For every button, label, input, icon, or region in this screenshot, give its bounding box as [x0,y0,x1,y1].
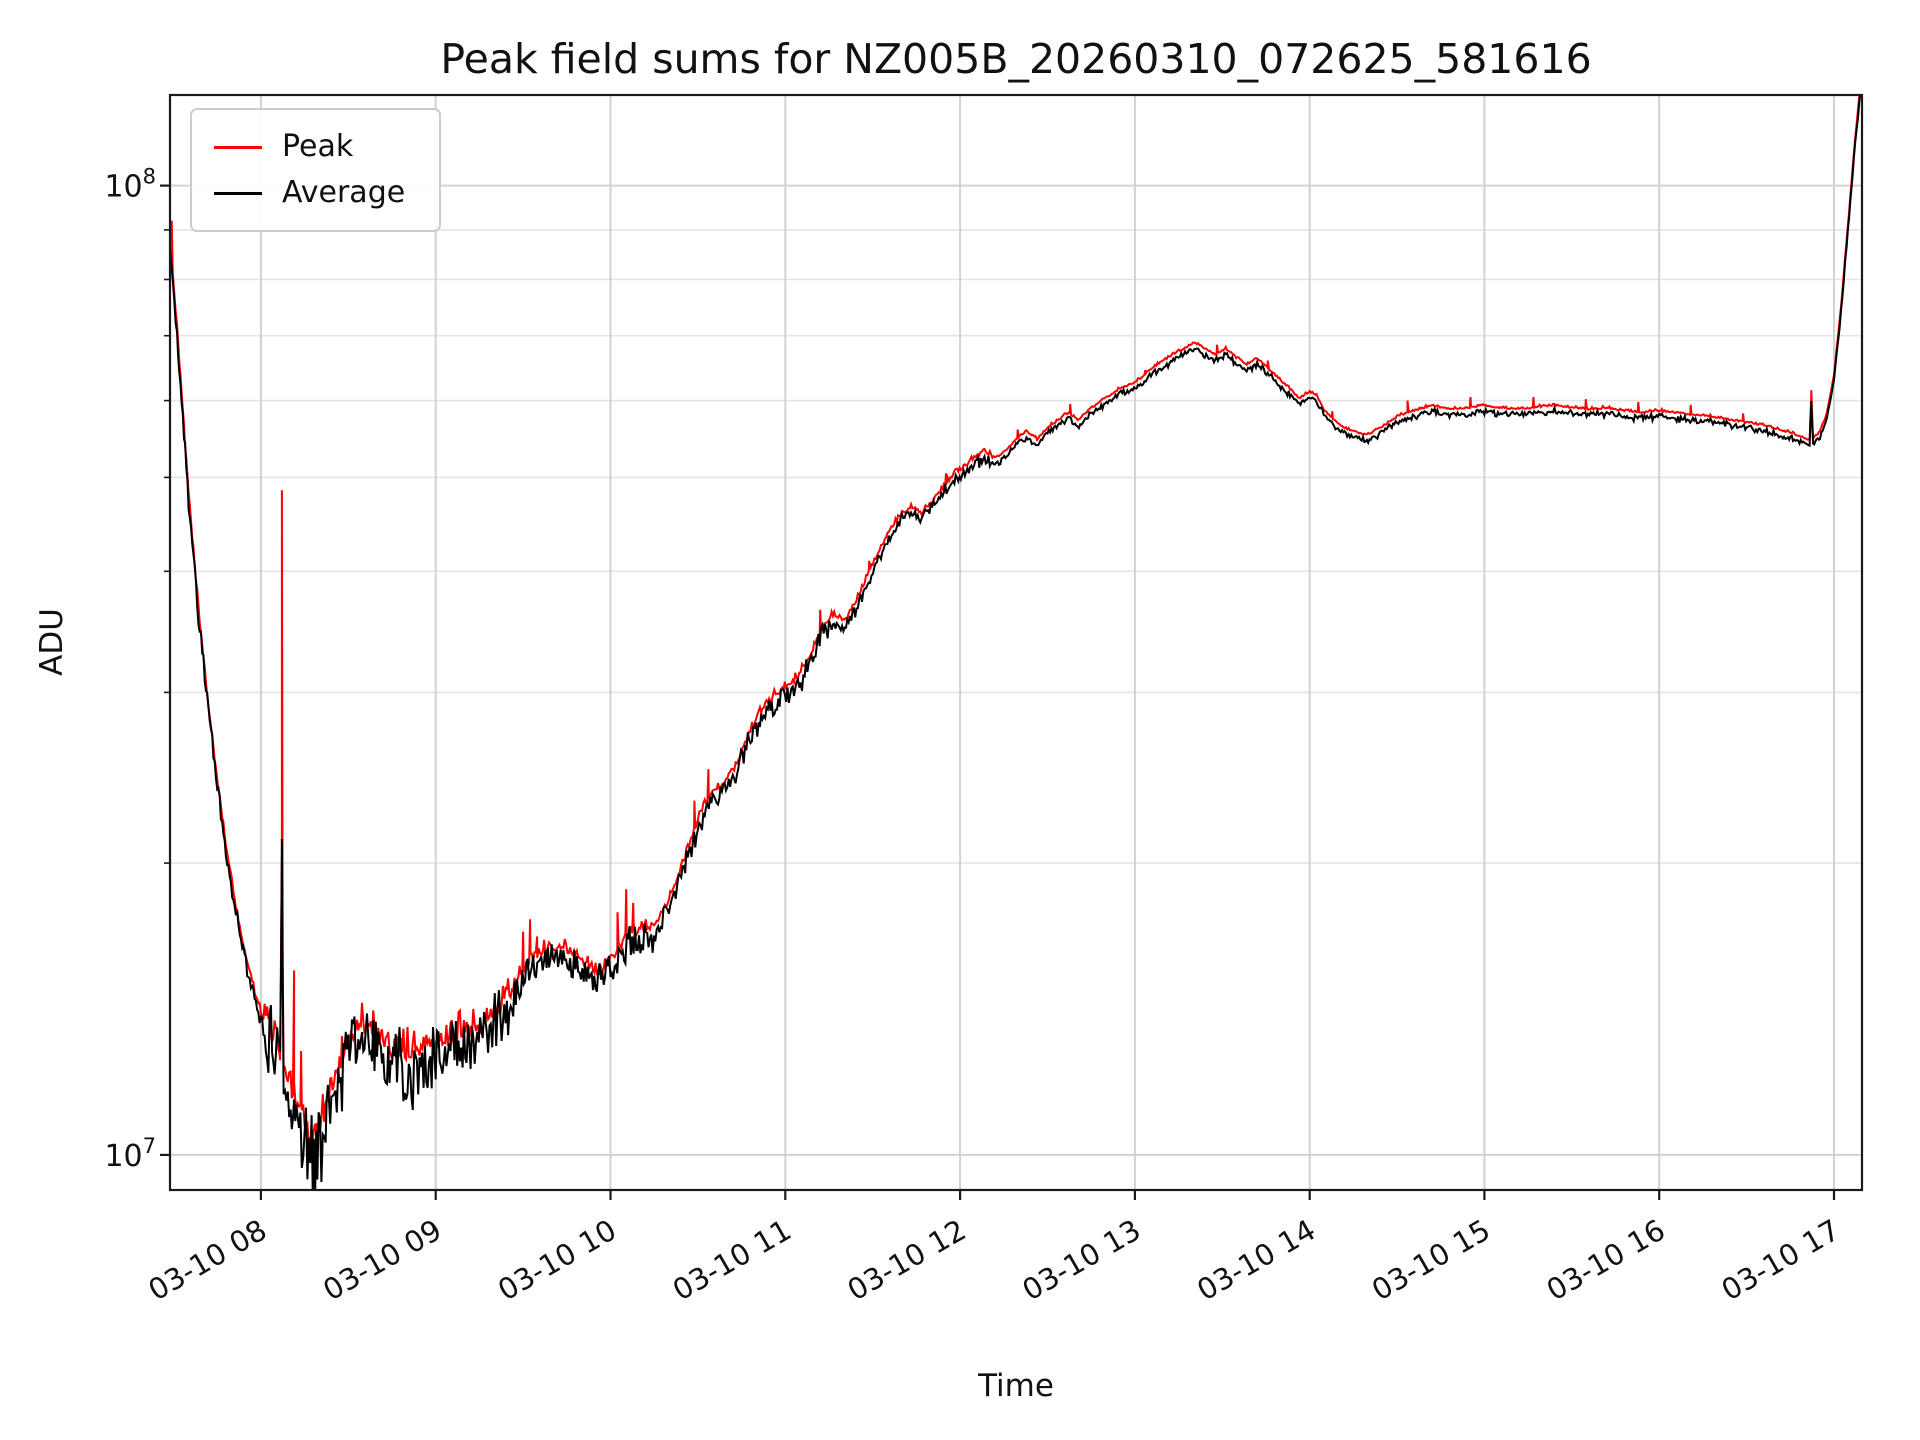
peak-series-line [170,95,1861,1148]
x-ticks [259,1190,1836,1200]
axes-border [168,93,1864,1192]
average-series-line [170,95,1862,1190]
chart-title: Peak field sums for NZ005B_20260310_0726… [440,35,1592,83]
legend-label-peak: Peak [282,129,354,164]
peak-line-swatch [214,145,262,149]
x-axis-label: Time [978,1368,1054,1404]
legend-label-average: Average [282,175,406,210]
legend: Peak Average [190,108,442,232]
legend-item-average: Average [210,170,409,216]
average-line-swatch [214,191,262,195]
y-ticks [160,184,170,1157]
y-axis-label: ADU [34,608,70,676]
minor-gridlines [170,229,1862,864]
legend-item-peak: Peak [210,124,409,170]
